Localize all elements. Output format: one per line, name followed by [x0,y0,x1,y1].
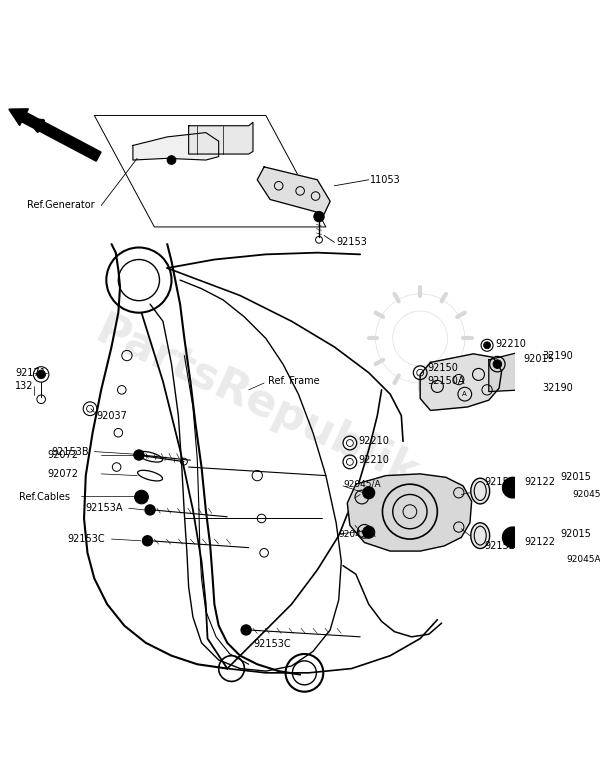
Text: 92150: 92150 [427,363,458,373]
Polygon shape [188,122,253,154]
Circle shape [167,156,176,164]
Text: 92210: 92210 [496,338,527,349]
Text: 92210: 92210 [358,436,389,447]
Text: 92153B: 92153B [52,447,89,457]
Circle shape [363,487,375,499]
Text: 92153C: 92153C [67,534,104,544]
Circle shape [484,342,491,349]
Text: 92072: 92072 [47,450,78,460]
Text: 11053: 11053 [370,175,401,184]
Text: A: A [463,391,467,397]
Text: PartsRepublik: PartsRepublik [89,309,425,496]
Text: 92015: 92015 [560,529,591,539]
Text: 92045/A: 92045/A [339,529,376,538]
Circle shape [37,370,46,379]
Text: 92045A: 92045A [573,490,600,499]
Circle shape [142,535,152,546]
Polygon shape [257,167,330,214]
Text: 92150A: 92150A [427,377,464,387]
Text: 92015: 92015 [560,472,591,482]
Text: 92153: 92153 [336,237,367,247]
Circle shape [134,490,148,504]
Text: 92122: 92122 [525,478,556,488]
Text: 92045/A: 92045/A [343,480,380,489]
Circle shape [241,625,251,635]
Circle shape [558,542,570,555]
Polygon shape [133,132,218,160]
Text: 92122: 92122 [525,538,556,548]
Text: Ref.Cables: Ref.Cables [19,492,70,502]
Ellipse shape [471,523,490,548]
Text: 92152: 92152 [485,478,515,488]
Text: 92153A: 92153A [86,503,123,513]
Circle shape [541,526,557,541]
Text: 92037: 92037 [96,411,127,421]
Circle shape [541,475,557,490]
Text: 92015: 92015 [523,354,554,364]
Text: 92045A: 92045A [566,555,600,564]
Text: 92153C: 92153C [253,639,290,649]
Text: Ref. Frame: Ref. Frame [268,377,319,387]
Circle shape [363,526,375,538]
Text: 92171: 92171 [16,368,46,377]
Circle shape [134,450,144,460]
Text: 32190: 32190 [542,383,573,393]
Text: 92152: 92152 [485,541,515,551]
Text: 32190: 32190 [542,351,573,360]
Circle shape [314,212,324,222]
Polygon shape [420,354,502,411]
Circle shape [503,527,523,548]
Circle shape [493,360,502,369]
Polygon shape [489,352,549,391]
Text: 92210: 92210 [358,455,389,465]
Text: Ref.Generator: Ref.Generator [28,201,95,211]
Text: 132: 132 [16,381,34,391]
Ellipse shape [471,478,490,504]
Text: 92072: 92072 [47,469,78,479]
Polygon shape [347,474,472,551]
FancyArrow shape [9,109,101,161]
Circle shape [503,478,523,498]
Circle shape [558,491,570,503]
Circle shape [145,505,155,515]
